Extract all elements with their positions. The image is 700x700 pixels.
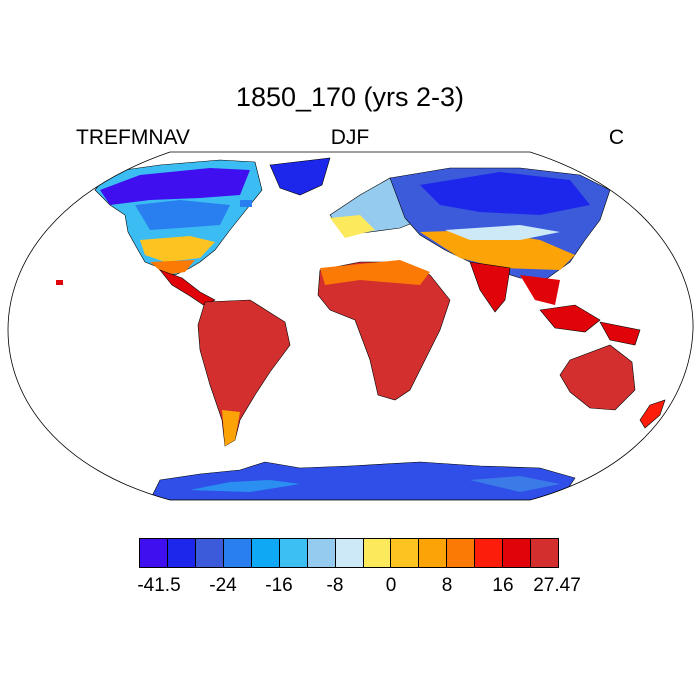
south-america	[197, 299, 291, 447]
australia	[559, 344, 636, 411]
colorbar-swatch	[307, 539, 336, 567]
units-label: C	[608, 126, 624, 149]
colorbar-tick-label: -8	[326, 575, 344, 596]
colorbar-tick-label: 0	[385, 575, 397, 596]
colorbar-swatch	[251, 539, 280, 567]
colorbar-tick-label: -41.5	[137, 575, 181, 596]
colorbar-swatch	[503, 539, 532, 567]
colorbar-swatch	[419, 539, 448, 567]
colorbar-swatch	[475, 539, 504, 567]
colorbar-tick-label: 8	[441, 575, 453, 596]
colorbar-swatch	[363, 539, 392, 567]
colorbar-swatch	[447, 539, 476, 567]
colorbar-tick-label: -16	[265, 575, 293, 596]
map-boundary	[7, 151, 694, 501]
colorbar-swatch	[167, 539, 196, 567]
colorbar-swatch	[279, 539, 308, 567]
colorbar-tick-label: 16	[492, 575, 514, 596]
colorbar-swatch	[223, 539, 252, 567]
season-label: DJF	[330, 126, 370, 149]
colorbar-swatch	[391, 539, 420, 567]
colorbar-swatch	[335, 539, 364, 567]
colorbar-tick-label: -24	[209, 575, 237, 596]
colorbar-swatch	[195, 539, 224, 567]
colorbar-swatch	[140, 539, 168, 567]
colorbar-tick-label: 27.47	[533, 575, 581, 596]
plot-title: 1850_170 (yrs 2-3)	[235, 82, 465, 112]
variable-label: TREFMNAV	[76, 126, 190, 149]
colorbar	[139, 538, 559, 568]
colorbar-swatch	[531, 539, 559, 567]
